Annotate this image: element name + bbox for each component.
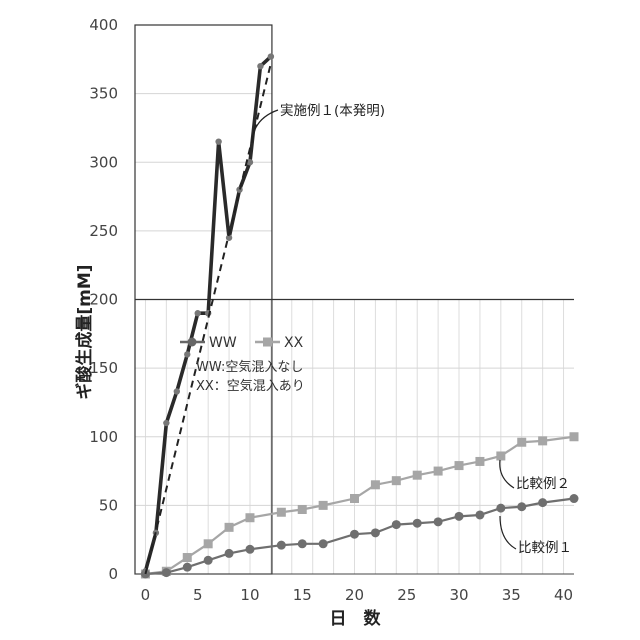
x-tick-label: 25 [397, 586, 416, 604]
comparative2-point [225, 523, 234, 532]
comparative1-point [277, 541, 286, 550]
comparative2-point [371, 480, 380, 489]
x-tick-label: 30 [449, 586, 468, 604]
comparative2-point [455, 461, 464, 470]
comparative2-point [475, 457, 484, 466]
legend-note-xx: XX：空気混入あり [196, 378, 305, 394]
comparative2-point [183, 553, 192, 562]
comparative1-point [475, 510, 484, 519]
x-tick-label: 20 [345, 586, 364, 604]
y-tick-label: 100 [89, 428, 118, 446]
annotations: 実施例１(本発明) 比較例２ 比較例１ [252, 103, 572, 556]
comparative1-point [570, 494, 579, 503]
comparative2-point [392, 476, 401, 485]
legend: WW XX WW:空気混入なし XX：空気混入あり [180, 335, 305, 394]
legend-note-ww: WW:空気混入なし [196, 359, 303, 375]
example1-point [184, 351, 190, 357]
comparative1-point [298, 539, 307, 548]
comparative1-point [371, 528, 380, 537]
annotation-comparative2: 比較例２ [516, 476, 570, 492]
comparative1-point [245, 545, 254, 554]
comparative2-point [496, 451, 505, 460]
comparative2-point [434, 467, 443, 476]
example1-point [195, 310, 201, 316]
comparative2-point [517, 438, 526, 447]
annotation-leader-comparative1 [500, 516, 516, 549]
annotation-example1: 実施例１(本発明) [280, 103, 385, 119]
series-layer [141, 53, 579, 578]
legend-ww-marker [188, 338, 197, 347]
legend-ww-label: WW [209, 335, 237, 351]
comparative1-point [183, 563, 192, 572]
example1-point [163, 420, 169, 426]
y-axis-title: ギ酸生成量[mM] [74, 264, 95, 399]
comparative2-point [204, 539, 213, 548]
legend-xx-label: XX [284, 335, 304, 351]
comparative2-point [350, 494, 359, 503]
comparative1-point [350, 530, 359, 539]
annotation-leader-comparative2 [500, 460, 514, 488]
comparative1-point [162, 568, 171, 577]
example1-point [257, 63, 263, 69]
y-tick-label: 400 [89, 16, 118, 34]
comparative2-point [570, 432, 579, 441]
comparative1-point [434, 517, 443, 526]
comparative2-point [298, 505, 307, 514]
x-tick-label: 5 [193, 586, 203, 604]
example1-point [215, 138, 221, 144]
comparative2-point [319, 501, 328, 510]
comparative2-point [245, 513, 254, 522]
annotation-comparative1: 比較例１ [518, 540, 572, 556]
comparative1-point [517, 502, 526, 511]
x-tick-label: 10 [240, 586, 259, 604]
comparative1-point [204, 556, 213, 565]
example1-point [174, 388, 180, 394]
comparative1-point [319, 539, 328, 548]
legend-xx-marker [263, 338, 272, 347]
x-tick-label: 0 [141, 586, 151, 604]
y-tick-label: 50 [99, 496, 118, 514]
comparative2-point [538, 436, 547, 445]
comparative1-point [538, 498, 547, 507]
comparative1-point [392, 520, 401, 529]
example1-point [268, 53, 274, 59]
y-tick-label: 0 [108, 565, 118, 583]
x-tick-label: 15 [293, 586, 312, 604]
x-axis-title: 日 数 [330, 608, 382, 629]
comparative1-point [225, 549, 234, 558]
y-tick-label: 350 [89, 85, 118, 103]
comparative1-point [413, 519, 422, 528]
comparative1-point [455, 512, 464, 521]
comparative1-point [496, 504, 505, 513]
comparative2-point [413, 471, 422, 480]
comparative2-point [277, 508, 286, 517]
y-tick-label: 300 [89, 153, 118, 171]
x-tick-label: 40 [554, 586, 573, 604]
x-tick-label: 35 [502, 586, 521, 604]
y-tick-label: 250 [89, 222, 118, 240]
